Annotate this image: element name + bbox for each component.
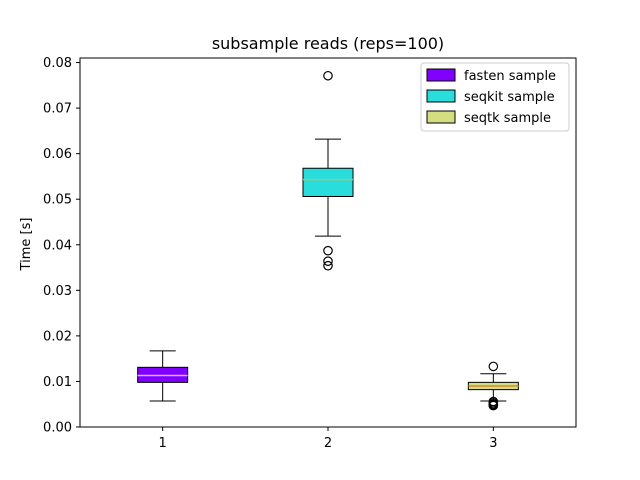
y-tick-label: 0.05 bbox=[43, 193, 72, 208]
plot-area: 0.00 0.01 0.02 0.03 0.04 0.05 0.06 0.07 0.08 1 2 3 bbox=[43, 56, 577, 451]
outlier-point bbox=[323, 256, 333, 266]
box-group bbox=[467, 361, 519, 411]
legend-frame bbox=[420, 62, 570, 132]
legend-swatch bbox=[426, 110, 456, 124]
y-tick-label: 0.03 bbox=[43, 284, 72, 299]
legend-label: fasten sample bbox=[464, 69, 556, 84]
x-tick-label: 1 bbox=[159, 436, 167, 451]
outlier-point bbox=[323, 260, 333, 271]
outlier-point bbox=[323, 70, 333, 81]
outlier-point bbox=[488, 400, 499, 411]
legend-swatch bbox=[426, 89, 456, 103]
legend: fasten sample seqkit sample seqtk sample bbox=[420, 62, 570, 132]
chart-title: subsample reads (reps=100) bbox=[212, 34, 444, 53]
legend-label: seqtk sample bbox=[464, 111, 551, 126]
y-tick-label: 0.06 bbox=[43, 147, 72, 162]
box-group bbox=[302, 70, 354, 271]
legend-label: seqkit sample bbox=[464, 90, 555, 105]
box-group bbox=[137, 350, 189, 402]
x-tick-label: 2 bbox=[324, 436, 332, 451]
y-tick-label: 0.08 bbox=[43, 56, 72, 71]
outlier-point bbox=[488, 361, 499, 372]
y-tick-label: 0.04 bbox=[43, 238, 72, 253]
y-tick-label: 0.07 bbox=[43, 102, 72, 117]
legend-swatch bbox=[426, 68, 456, 82]
y-axis-label: Time [s] bbox=[19, 218, 34, 272]
y-tick-label: 0.02 bbox=[43, 329, 72, 344]
x-tick-label: 3 bbox=[489, 436, 497, 451]
box-iqr bbox=[302, 167, 354, 197]
y-tick-label: 0.00 bbox=[43, 421, 72, 436]
outlier-point bbox=[323, 245, 333, 256]
y-tick-label: 0.01 bbox=[43, 375, 72, 390]
